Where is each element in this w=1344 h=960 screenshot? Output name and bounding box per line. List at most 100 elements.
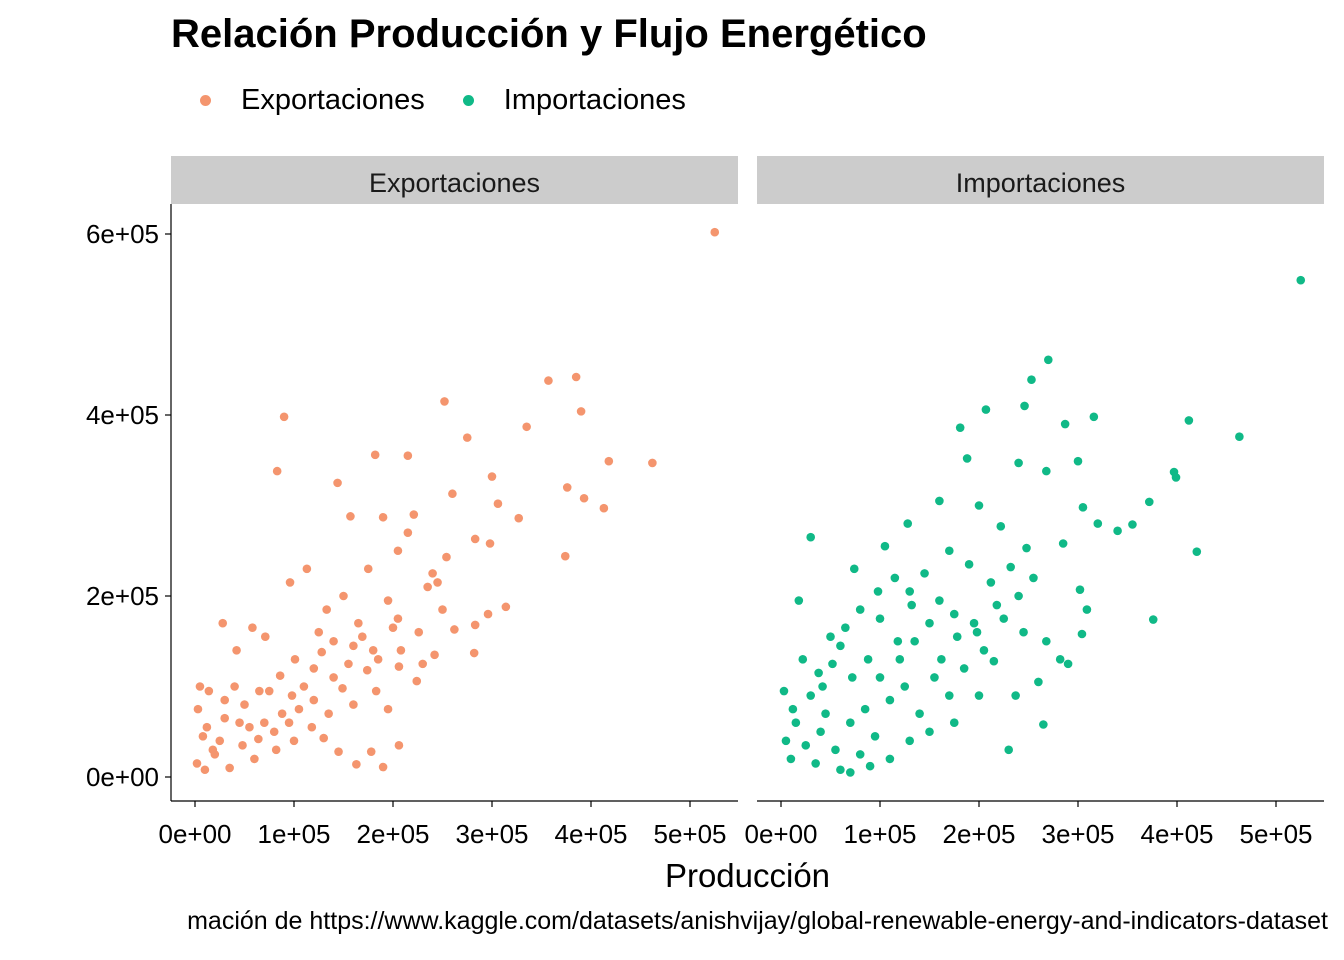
data-point-importaciones [781, 736, 791, 746]
data-point-importaciones [1073, 456, 1083, 466]
data-point-importaciones [1042, 466, 1051, 476]
data-point-exportaciones [571, 372, 581, 382]
data-point-importaciones [849, 564, 859, 574]
data-point-exportaciones [264, 686, 274, 696]
data-point-exportaciones [307, 722, 317, 732]
data-point-importaciones [905, 587, 914, 596]
data-point-exportaciones [363, 564, 373, 574]
data-point-importaciones [1042, 636, 1051, 646]
data-point-exportaciones [560, 551, 570, 561]
data-point-exportaciones [442, 552, 451, 562]
data-point-importaciones [937, 655, 946, 664]
data-point-exportaciones [418, 659, 428, 669]
data-point-importaciones [1014, 591, 1023, 601]
data-point-exportaciones [198, 731, 208, 741]
data-point-importaciones [996, 522, 1006, 531]
facet-strip-exportaciones [171, 156, 738, 204]
data-point-importaciones [964, 560, 974, 569]
data-point-exportaciones [284, 718, 294, 727]
data-point-importaciones [1055, 655, 1065, 664]
data-point-exportaciones [388, 623, 398, 632]
data-point-importaciones [1044, 355, 1053, 365]
data-point-importaciones [1014, 458, 1023, 468]
data-point-importaciones [873, 587, 883, 596]
data-point-importaciones [949, 609, 959, 619]
data-point-exportaciones [368, 646, 378, 655]
data-point-exportaciones [200, 765, 210, 775]
data-point-exportaciones [440, 397, 449, 406]
data-point-importaciones [893, 636, 903, 646]
x-tick-label: 1e+05 [257, 819, 330, 849]
data-point-importaciones [786, 754, 796, 764]
facet-label-exportaciones: Exportaciones [369, 168, 540, 198]
data-point-exportaciones [354, 618, 363, 628]
data-point-importaciones [885, 695, 895, 705]
data-point-importaciones [860, 704, 870, 714]
data-point-importaciones [863, 655, 873, 664]
data-point-exportaciones [277, 709, 287, 718]
data-point-importaciones [952, 632, 962, 642]
data-point-exportaciones [260, 718, 269, 727]
data-point-exportaciones [438, 605, 447, 614]
data-point-importaciones [1011, 691, 1020, 700]
data-point-exportaciones [329, 673, 338, 682]
data-point-exportaciones [344, 659, 353, 669]
data-point-exportaciones [430, 650, 439, 660]
x-tick-label: 0e+00 [158, 819, 231, 849]
data-point-importaciones [865, 761, 875, 771]
data-point-exportaciones [393, 614, 403, 623]
data-point-exportaciones [309, 664, 319, 673]
x-tick-label: 3e+05 [1041, 819, 1114, 849]
data-point-importaciones [903, 519, 913, 528]
data-point-importaciones [910, 636, 919, 646]
data-point-importaciones [1148, 615, 1158, 624]
data-point-exportaciones [275, 671, 285, 680]
x-axis-title: Producción [665, 857, 830, 894]
y-tick-label: 6e+05 [86, 219, 159, 249]
x-tick-label: 3e+05 [455, 819, 528, 849]
data-point-exportaciones [396, 646, 406, 655]
data-point-exportaciones [412, 676, 422, 686]
data-point-exportaciones [279, 412, 289, 422]
data-point-exportaciones [220, 713, 229, 723]
data-point-importaciones [1029, 573, 1038, 583]
data-point-exportaciones [378, 762, 388, 772]
data-point-importaciones [1039, 720, 1048, 729]
data-point-importaciones [806, 532, 815, 542]
data-point-exportaciones [576, 407, 586, 416]
x-tick-label: 1e+05 [843, 819, 916, 849]
data-point-exportaciones [324, 709, 333, 718]
legend-item-exportaciones: Exportaciones [200, 84, 425, 117]
data-point-exportaciones [232, 646, 241, 655]
data-point-importaciones [890, 573, 900, 583]
data-point-importaciones [1060, 419, 1070, 429]
data-point-importaciones [828, 659, 837, 669]
x-tick-label: 5e+05 [653, 819, 726, 849]
data-point-importaciones [836, 765, 845, 775]
data-point-exportaciones [433, 578, 442, 587]
data-point-exportaciones [248, 623, 257, 632]
data-point-importaciones [925, 727, 934, 737]
data-point-importaciones [1078, 503, 1088, 512]
data-point-importaciones [846, 768, 855, 777]
data-point-exportaciones [469, 648, 479, 658]
data-point-exportaciones [462, 433, 472, 442]
data-point-importaciones [907, 600, 916, 610]
data-point-importaciones [935, 496, 944, 506]
data-point-exportaciones [218, 618, 228, 628]
x-tick-label: 5e+05 [1239, 819, 1312, 849]
data-point-exportaciones [322, 605, 331, 614]
data-point-importaciones [821, 709, 830, 718]
data-point-importaciones [836, 641, 845, 651]
data-point-exportaciones [333, 478, 342, 488]
data-point-importaciones [979, 646, 989, 655]
data-point-importaciones [969, 618, 979, 628]
x-tick-label: 2e+05 [942, 819, 1015, 849]
data-point-exportaciones [423, 582, 432, 592]
data-point-importaciones [875, 614, 885, 623]
y-tick-label: 4e+05 [86, 400, 159, 430]
legend: Exportaciones Importaciones [200, 82, 724, 118]
y-tick-label: 0e+00 [86, 762, 159, 792]
data-point-exportaciones [383, 596, 393, 605]
data-point-exportaciones [648, 458, 657, 468]
